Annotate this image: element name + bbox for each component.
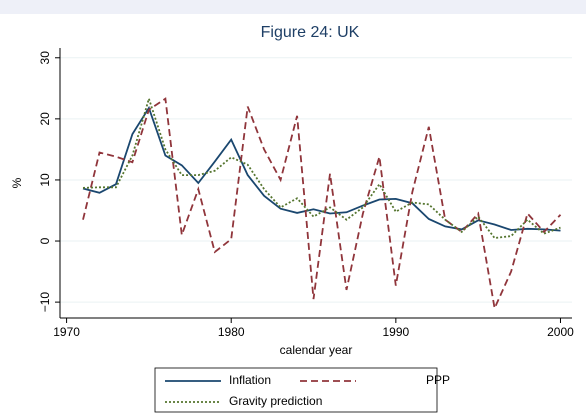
legend-label: Gravity prediction [229,394,322,408]
x-tick-label: 1980 [218,325,245,339]
y-tick-label: 20 [38,112,52,126]
y-tick-label: 30 [38,51,52,65]
legend-label: Inflation [229,373,271,387]
chart-title: Figure 24: UK [261,24,360,41]
series-line [82,95,561,239]
y-tick-label: 0 [38,237,52,244]
y-tick-label: −10 [38,292,52,313]
y-axis-label: % [10,177,24,188]
x-tick-label: 1970 [53,325,80,339]
window-band [0,0,586,14]
legend-box [154,367,438,413]
x-axis-label: calendar year [280,343,353,357]
x-tick-label: 1990 [382,325,409,339]
y-tick-label: 10 [38,173,52,187]
legend-label: PPP [426,373,450,387]
x-tick-label: 2000 [547,325,574,339]
series-line [82,97,562,312]
